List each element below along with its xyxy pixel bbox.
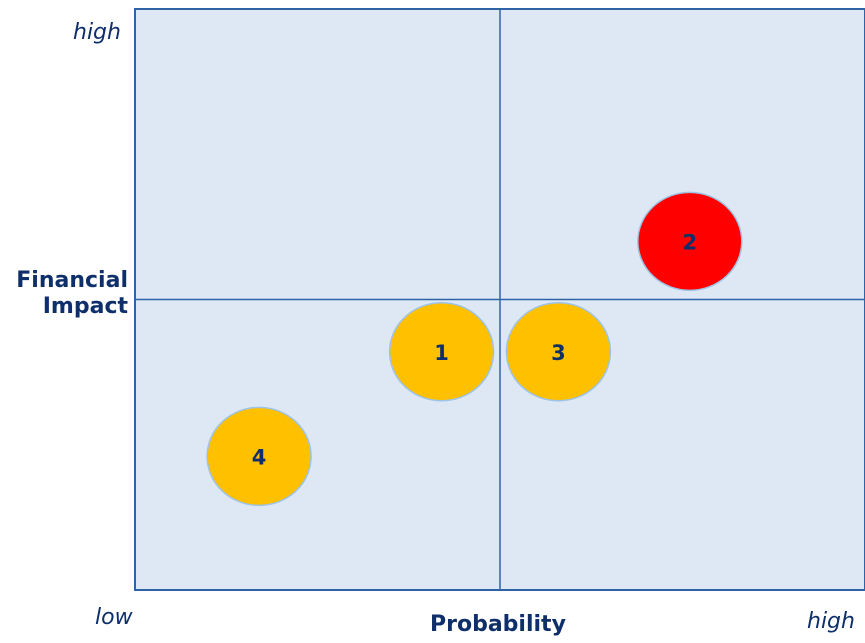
x-axis-high-label: high (807, 609, 855, 634)
risk-bubble-label-4: 4 (252, 445, 267, 469)
risk-bubble-4 (206, 406, 312, 507)
x-axis-low-label: low (95, 605, 133, 630)
risk-bubble-label-1: 1 (434, 341, 449, 365)
y-axis-title-line1: Financial (16, 268, 128, 293)
risk-bubble-label-3: 3 (551, 341, 566, 365)
risk-bubbles: 1 2 3 4 (206, 191, 743, 507)
risk-bubble-1 (388, 302, 495, 402)
x-axis-title: Probability (430, 612, 566, 637)
risk-bubble-3 (505, 302, 612, 402)
y-axis-high-label: high (73, 20, 121, 45)
risk-bubble-label-2: 2 (682, 230, 697, 254)
risk-bubble-2 (637, 191, 743, 292)
y-axis-title: Financial Impact (14, 268, 128, 321)
y-axis-title-line2: Impact (42, 294, 128, 320)
